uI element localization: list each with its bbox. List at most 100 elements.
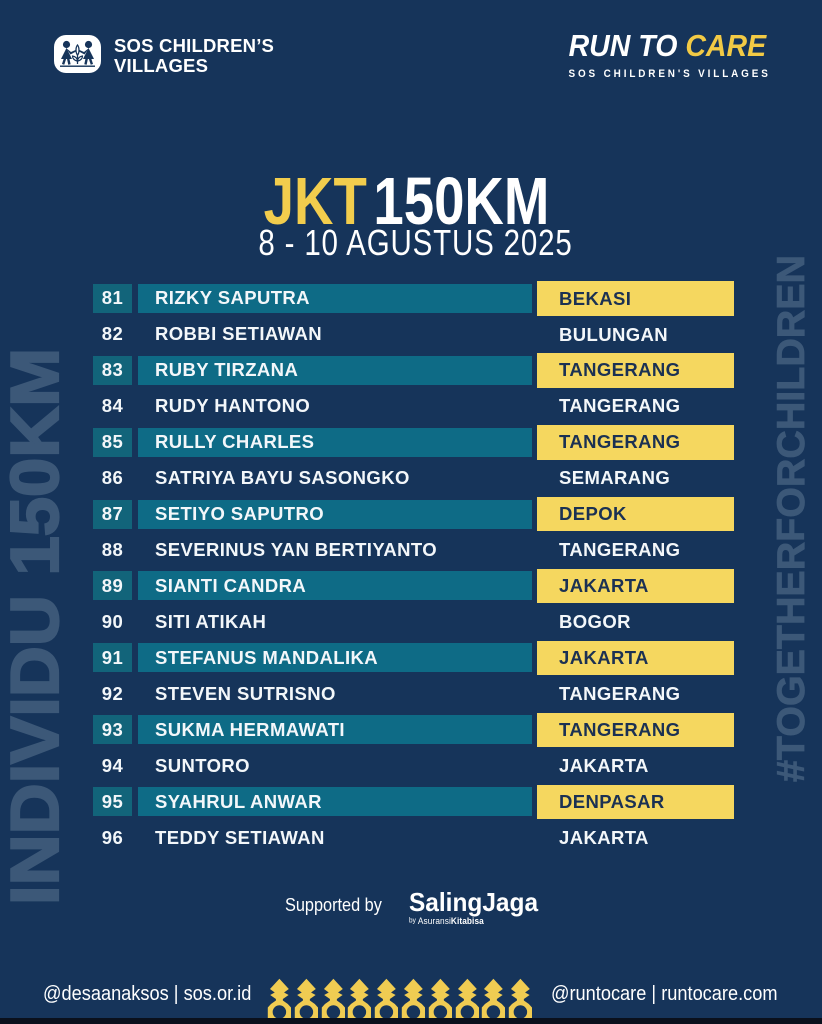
run-to-care-subtitle: SOS CHILDREN'S VILLAGES (568, 68, 771, 80)
participant-number: 86 (101, 467, 124, 489)
participant-number: 85 (93, 427, 132, 457)
participant-name: ROBBI SETIAWAN (155, 323, 322, 345)
event-title-distance: 150KM (373, 164, 550, 239)
event-title: JKT150KM (72, 168, 742, 235)
sponsor-name: SalingJaga (409, 887, 539, 917)
participant-city: JAKARTA (537, 568, 734, 604)
participant-row: 89 SIANTI CANDRA JAKARTA (0, 568, 822, 604)
participant-number: 89 (93, 571, 132, 601)
participant-row: 96 TEDDY SETIAWAN JAKARTA (0, 820, 822, 856)
participant-city: JAKARTA (537, 640, 734, 676)
participant-name: SEVERINUS YAN BERTIYANTO (155, 539, 438, 561)
participant-name: RIZKY SAPUTRA (138, 283, 532, 313)
participant-name: RULLY CHARLES (138, 427, 532, 457)
participant-row: 83 RUBY TIRZANA TANGERANG (0, 352, 822, 388)
participant-city: DEPOK (537, 497, 734, 532)
run-to-text: RUN TO (568, 28, 686, 63)
participant-row: 81 RIZKY SAPUTRA BEKASI (0, 281, 822, 317)
run-to-care-wordmark: RUN TO CARE (564, 28, 771, 64)
social-right: @runtocare | runtocare.com (551, 983, 778, 1005)
sponsor-sub-bold: Kitabisa (450, 916, 484, 926)
ondel-ondel-icon (508, 978, 533, 1024)
participant-number: 88 (101, 539, 124, 561)
ondel-ondel-row (267, 978, 533, 1024)
participant-row: 88 SEVERINUS YAN BERTIYANTO TANGERANG (0, 532, 822, 568)
participant-name: STEFANUS MANDALIKA (138, 643, 532, 673)
participant-number: 95 (93, 787, 132, 817)
participant-row: 92 STEVEN SUTRISNO TANGERANG (0, 676, 822, 712)
participant-city: BULUNGAN (559, 323, 669, 345)
participant-number: 87 (93, 499, 132, 529)
participant-name: SYAHRUL ANWAR (138, 787, 532, 817)
participant-city: JAKARTA (559, 826, 649, 848)
participant-name: STEVEN SUTRISNO (155, 682, 336, 704)
participant-city: TANGERANG (559, 682, 681, 704)
participant-city: SEMARANG (559, 467, 671, 489)
sponsor-subtitle: by AsuransiKitabisa (409, 916, 535, 926)
participant-city: DENPASAR (537, 784, 734, 819)
ondel-ondel-icon (374, 978, 399, 1024)
ondel-ondel-icon (267, 978, 292, 1024)
participant-row: 93 SUKMA HERMAWATI TANGERANG (0, 712, 822, 748)
participant-row: 85 RULLY CHARLES TANGERANG (0, 424, 822, 460)
participant-row: 86 SATRIYA BAYU SASONGKO SEMARANG (0, 460, 822, 496)
ondel-ondel-icon (455, 978, 479, 1024)
participant-city: TANGERANG (537, 353, 734, 388)
participant-row: 82 ROBBI SETIAWAN BULUNGAN (0, 317, 822, 353)
participant-name: TEDDY SETIAWAN (155, 826, 325, 848)
participant-name: RUDY HANTONO (155, 395, 311, 417)
event-date: 8 - 10 AGUSTUS 2025 (258, 222, 573, 263)
sos-logo-wordmark: SOS CHILDREN’S VILLAGES (114, 36, 274, 76)
sos-logo-line1: SOS CHILDREN’S (114, 35, 275, 56)
sos-logo-line2: VILLAGES (114, 55, 209, 76)
participant-number: 91 (93, 643, 132, 673)
participant-city: JAKARTA (559, 754, 649, 776)
ondel-ondel-icon (348, 978, 372, 1024)
participant-list: 81 RIZKY SAPUTRA BEKASI 82 ROBBI SETIAWA… (0, 281, 822, 856)
event-title-city: JKT (263, 164, 367, 239)
participant-city: BOGOR (559, 611, 631, 633)
participant-city: TANGERANG (559, 539, 681, 561)
participant-name: SATRIYA BAYU SASONGKO (155, 467, 410, 489)
participant-number: 82 (101, 323, 124, 345)
participant-number: 83 (93, 355, 132, 385)
participant-name: SETIYO SAPUTRO (138, 499, 532, 529)
participant-number: 93 (93, 715, 132, 745)
participant-city: TANGERANG (537, 425, 734, 460)
ondel-ondel-icon (428, 978, 452, 1024)
participant-number: 90 (101, 610, 124, 632)
supported-by-label: Supported by (285, 894, 382, 915)
participant-row: 95 SYAHRUL ANWAR DENPASAR (0, 784, 822, 820)
participant-name: SITI ATIKAH (155, 610, 267, 632)
participant-name: SIANTI CANDRA (138, 571, 532, 601)
sos-logo (54, 35, 101, 73)
ondel-ondel-icon (294, 978, 318, 1024)
sos-children-plant-icon (60, 40, 95, 67)
ondel-ondel-icon (321, 978, 345, 1024)
participant-number: 96 (101, 826, 124, 848)
run-to-care-logo: RUN TO CARE SOS CHILDREN'S VILLAGES (546, 28, 771, 80)
participant-city: TANGERANG (537, 712, 734, 748)
care-text: CARE (685, 28, 767, 63)
participant-row: 91 STEFANUS MANDALIKA JAKARTA (0, 640, 822, 676)
participant-row: 87 SETIYO SAPUTRO DEPOK (0, 496, 822, 532)
participant-name: SUKMA HERMAWATI (138, 715, 532, 745)
participant-city: TANGERANG (559, 395, 681, 417)
sponsor-by: by (409, 917, 416, 925)
sponsor-sub-regular: Asuransi (417, 916, 451, 926)
participant-name: SUNTORO (155, 754, 250, 776)
participant-row: 94 SUNTORO JAKARTA (0, 748, 822, 784)
ondel-ondel-icon (482, 978, 506, 1024)
participant-number: 94 (101, 754, 124, 776)
participant-number: 84 (101, 395, 124, 417)
participant-name: RUBY TIRZANA (138, 355, 532, 385)
participant-row: 84 RUDY HANTONO TANGERANG (0, 388, 822, 424)
participant-number: 92 (101, 682, 124, 704)
social-left: @desaanaksos | sos.or.id (43, 983, 252, 1005)
bottom-edge-strip (0, 1018, 822, 1024)
ondel-ondel-icon (401, 978, 425, 1024)
participant-number: 81 (93, 283, 132, 313)
participant-row: 90 SITI ATIKAH BOGOR (0, 604, 822, 640)
participant-city: BEKASI (537, 281, 734, 316)
